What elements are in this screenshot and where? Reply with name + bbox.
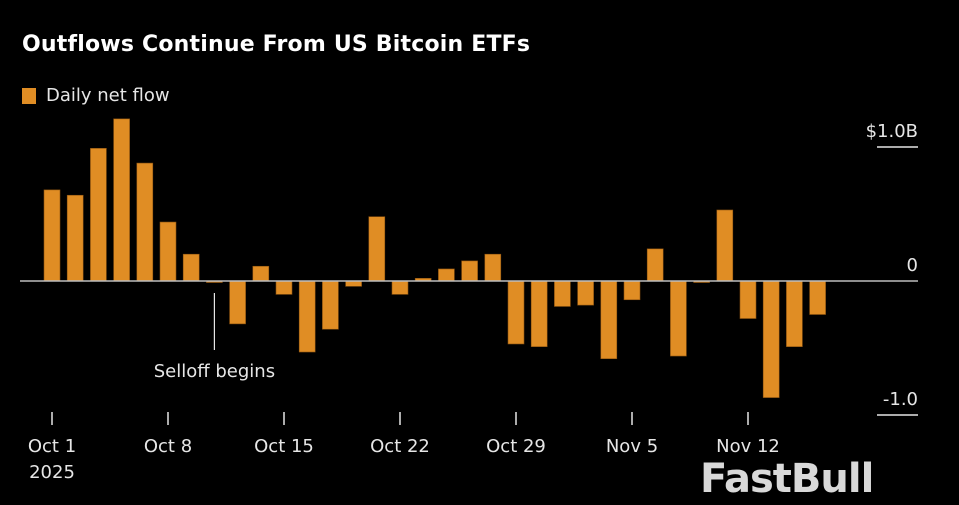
bar-oct-31 bbox=[554, 280, 571, 307]
x-tick-sublabel: 2025 bbox=[29, 462, 75, 483]
watermark-logo: FastBull bbox=[700, 456, 874, 502]
bar-oct-6 bbox=[113, 118, 130, 282]
bar-oct-29 bbox=[507, 280, 525, 345]
x-tick-label: Oct 15 bbox=[254, 436, 314, 457]
legend-label: Daily net flow bbox=[46, 85, 170, 106]
bar-oct-2 bbox=[66, 194, 84, 282]
chart-title: Outflows Continue From US Bitcoin ETFs bbox=[22, 32, 531, 57]
y-tick-label: 0 bbox=[907, 255, 918, 276]
bar-oct-28 bbox=[484, 253, 502, 282]
bar-oct-30 bbox=[530, 280, 548, 347]
bar-oct-3 bbox=[90, 148, 107, 282]
bar-nov-17 bbox=[809, 280, 826, 315]
bar-oct-9 bbox=[182, 253, 200, 282]
bar-oct-21 bbox=[368, 216, 386, 282]
x-tick-label: Nov 5 bbox=[606, 436, 658, 457]
bar-oct-17 bbox=[322, 280, 339, 330]
bar-oct-13 bbox=[229, 280, 246, 325]
bar-nov-13 bbox=[762, 280, 780, 398]
annotation-label: Selloff begins bbox=[154, 361, 275, 382]
bar-oct-1 bbox=[43, 189, 61, 282]
bar-oct-22 bbox=[391, 280, 409, 295]
x-tick-label: Nov 12 bbox=[716, 436, 780, 457]
bar-oct-16 bbox=[298, 280, 316, 353]
bar-nov-3 bbox=[577, 280, 594, 306]
bar-oct-14 bbox=[252, 265, 270, 282]
bar-oct-24 bbox=[438, 268, 455, 282]
bar-nov-14 bbox=[786, 280, 803, 347]
bar-oct-7 bbox=[136, 162, 154, 282]
x-tick-label: Oct 1 bbox=[28, 436, 76, 457]
bar-nov-12 bbox=[739, 280, 757, 319]
bar-nov-6 bbox=[646, 248, 664, 282]
bar-oct-27 bbox=[461, 260, 478, 282]
y-tick-label: $1.0B bbox=[866, 121, 918, 142]
bar-nov-11 bbox=[716, 209, 734, 282]
bar-nov-5 bbox=[623, 280, 641, 301]
bar-oct-15 bbox=[275, 280, 293, 295]
bar-oct-8 bbox=[159, 221, 177, 282]
x-tick-label: Oct 8 bbox=[144, 436, 192, 457]
x-tick-label: Oct 29 bbox=[486, 436, 546, 457]
legend-swatch bbox=[22, 87, 36, 104]
x-tick-label: Oct 22 bbox=[370, 436, 430, 457]
bar-nov-7 bbox=[670, 280, 687, 357]
legend: Daily net flow bbox=[22, 85, 170, 106]
y-tick-label: -1.0 bbox=[883, 389, 918, 410]
bar-nov-4 bbox=[600, 280, 618, 360]
bar-oct-20 bbox=[345, 280, 362, 287]
